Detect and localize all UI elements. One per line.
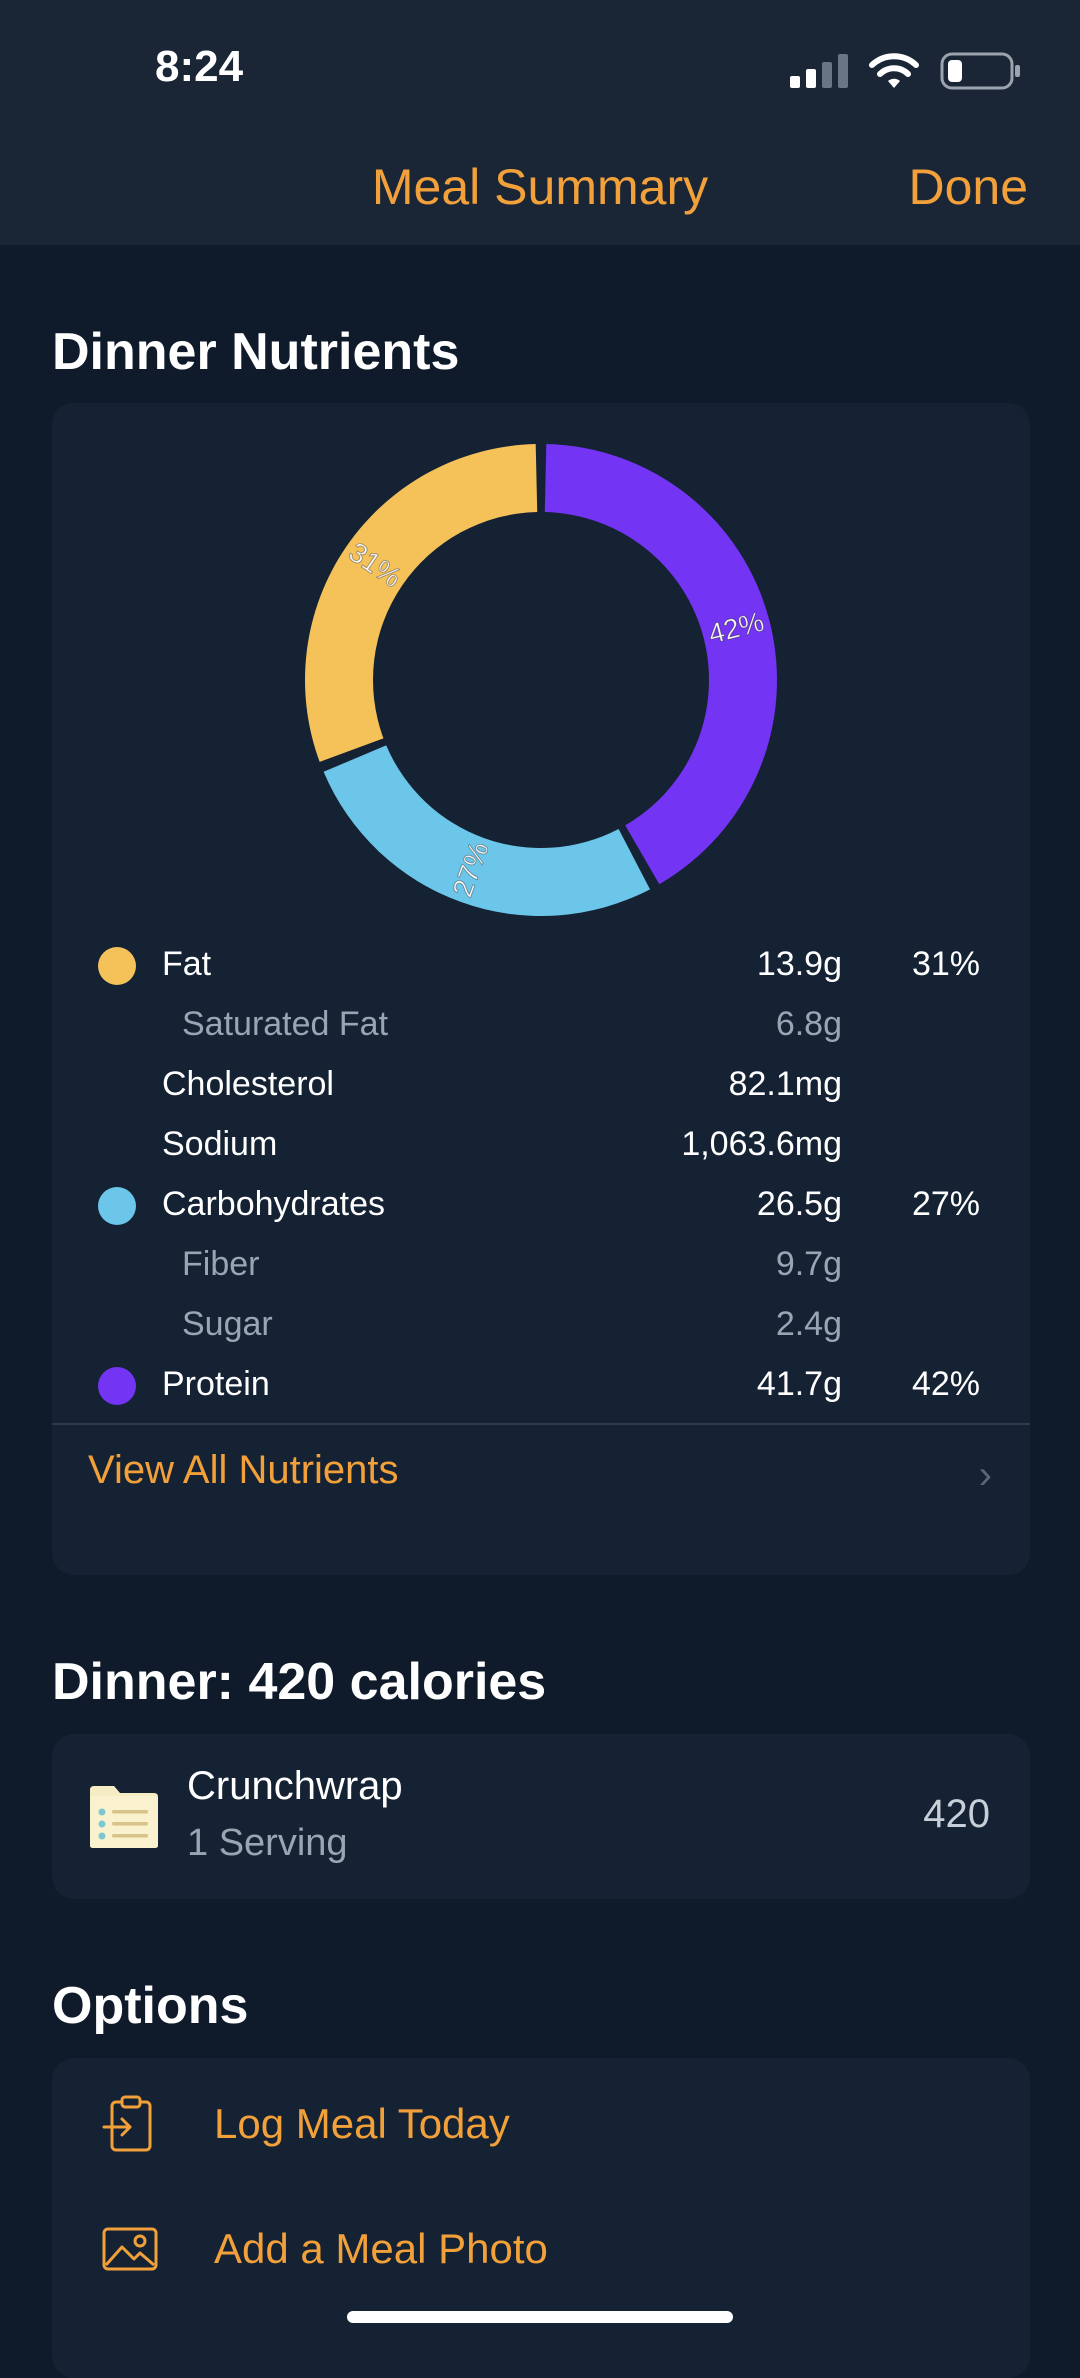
nutrient-label: Fiber — [182, 1245, 260, 1283]
nutrient-label: Saturated Fat — [182, 1005, 389, 1043]
nutrients-heading: Dinner Nutrients — [52, 323, 460, 381]
nutrient-amount: 26.5g — [756, 1185, 842, 1223]
add-meal-photo-label: Add a Meal Photo — [214, 2225, 548, 2272]
food-name: Crunchwrap — [187, 1764, 403, 1808]
log-meal-today-label: Log Meal Today — [214, 2100, 510, 2147]
nutrient-label: Fat — [162, 945, 212, 983]
nutrient-amount: 6.8g — [775, 1005, 842, 1043]
chevron-right-icon[interactable]: › — [978, 1453, 992, 1497]
status-time: 8:24 — [155, 42, 244, 91]
protein-color-dot — [98, 1367, 136, 1405]
nutrient-row-saturated-fat: Saturated Fat 6.8g — [52, 995, 1030, 1055]
view-all-nutrients-link[interactable]: View All Nutrients — [88, 1448, 399, 1492]
fat-color-dot — [98, 947, 136, 985]
nutrient-label: Cholesterol — [162, 1065, 334, 1103]
clipboard-arrow-icon — [102, 2095, 152, 2152]
donut-slice-fat — [305, 444, 538, 762]
nutrient-row-cholesterol: Cholesterol 82.1mg — [52, 1055, 1030, 1115]
donut-slice-carbohydrates — [323, 745, 651, 916]
meal-item-row[interactable]: Crunchwrap 1 Serving 420 — [52, 1734, 1030, 1899]
donut-slice-protein — [544, 444, 777, 885]
log-meal-today-button[interactable]: Log Meal Today — [52, 2068, 1030, 2178]
nutrient-label: Protein — [162, 1365, 270, 1403]
nutrients-card: 42% 27% 31% Fat 13.9g 31% Saturated Fat 6.… — [52, 403, 1030, 1575]
nutrient-amount: 1,063.6mg — [681, 1125, 842, 1163]
recipe-folder-icon — [90, 1786, 158, 1848]
add-meal-photo-button[interactable]: Add a Meal Photo — [52, 2193, 1030, 2303]
nutrient-row-sodium: Sodium 1,063.6mg — [52, 1115, 1030, 1175]
options-card: Log Meal Today Add a Meal Photo — [52, 2058, 1030, 2378]
page-title: Meal Summary — [371, 159, 709, 215]
nutrient-percent: 27% — [911, 1185, 980, 1223]
nutrient-donut-chart: 42% 27% 31% — [52, 403, 1030, 923]
meal-heading: Dinner: 420 calories — [52, 1653, 547, 1711]
nutrient-amount: 13.9g — [756, 945, 842, 983]
signal-icon — [790, 54, 848, 88]
nutrient-percent: 31% — [911, 945, 980, 983]
nutrient-row-carbohydrates: Carbohydrates 26.5g 27% — [52, 1175, 1030, 1235]
nutrient-amount: 82.1mg — [728, 1065, 842, 1103]
battery-icon — [940, 52, 1020, 90]
nutrient-row-protein: Protein 41.7g 42% — [52, 1355, 1030, 1415]
food-calories: 420 — [923, 1792, 990, 1836]
nutrient-row-sugar: Sugar 2.4g — [52, 1295, 1030, 1355]
nutrient-label: Carbohydrates — [162, 1185, 386, 1223]
wifi-icon — [869, 53, 919, 88]
nutrient-amount: 2.4g — [775, 1305, 842, 1343]
card-divider — [52, 1423, 1030, 1425]
nutrient-row-fat: Fat 13.9g 31% — [52, 935, 1030, 995]
photo-icon — [102, 2227, 158, 2271]
carbohydrates-color-dot — [98, 1187, 136, 1225]
nav-bar: Meal Summary Done — [0, 140, 1080, 245]
done-button[interactable]: Done — [908, 159, 1028, 215]
nutrient-percent: 42% — [911, 1365, 980, 1403]
status-bar: 8:24 — [0, 0, 1080, 140]
options-heading: Options — [52, 1977, 249, 2035]
status-icons — [790, 52, 1020, 90]
nutrient-amount: 9.7g — [775, 1245, 842, 1283]
nutrient-amount: 41.7g — [756, 1365, 842, 1403]
nutrient-row-fiber: Fiber 9.7g — [52, 1235, 1030, 1295]
food-serving: 1 Serving — [187, 1822, 348, 1864]
nutrient-label: Sugar — [182, 1305, 273, 1343]
nutrient-label: Sodium — [162, 1125, 278, 1163]
home-indicator — [347, 2311, 733, 2323]
